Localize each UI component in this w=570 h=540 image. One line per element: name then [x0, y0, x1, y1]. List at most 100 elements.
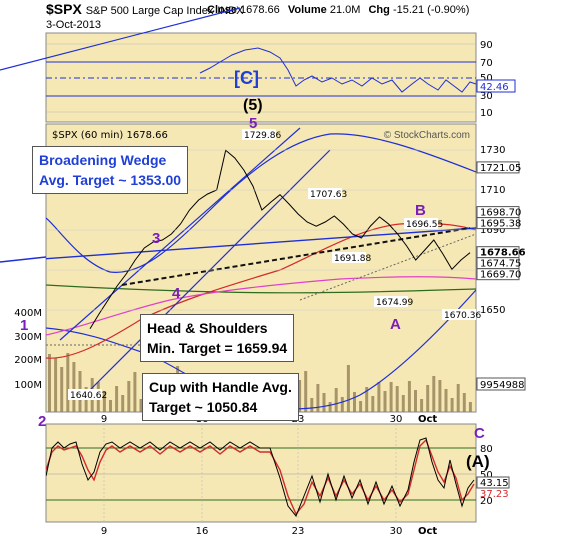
price-label-1729: 1729.86 — [244, 131, 281, 141]
cup-rim — [299, 233, 476, 301]
callout-line: Broadening Wedge — [39, 152, 167, 168]
price-line — [89, 149, 471, 330]
date-tick: 30 — [390, 526, 403, 537]
volume-label: Volume — [287, 4, 327, 16]
volume-bar — [450, 398, 454, 412]
volume-bar — [316, 384, 320, 412]
price-tag: 1695.38 — [480, 219, 521, 230]
rsi-guides — [46, 43, 476, 113]
volume-bar — [298, 380, 302, 412]
volume-axis: 400M 300M 200M 100M — [14, 308, 42, 391]
rsi-trendline — [0, 7, 241, 71]
label-bg — [332, 252, 366, 263]
broadening-wedge-bottom — [79, 149, 331, 401]
price-label-1691: 1691.88 — [334, 254, 371, 264]
label-bg — [308, 188, 342, 199]
rsi-value-tag: 42.46 — [480, 82, 509, 93]
wave-label-5: 5 — [249, 115, 257, 132]
magenta-ma — [46, 276, 476, 336]
price-tick: 1650 — [480, 305, 505, 316]
callout-line: Target ~ 1050.84 — [149, 399, 258, 415]
rsi-line — [199, 47, 476, 93]
rsi-tick: 70 — [480, 58, 493, 69]
volume-tag-box — [476, 377, 526, 391]
date-tick: 16 — [196, 526, 209, 537]
volume-bar — [383, 391, 387, 412]
volume-bar — [133, 372, 137, 412]
volume-value: 21.0M — [329, 4, 361, 16]
volume-bar — [426, 385, 430, 412]
volume-bar — [420, 399, 424, 412]
stoch-d-line — [46, 438, 475, 516]
label-bg — [374, 296, 408, 307]
volume-bar — [444, 389, 448, 412]
chg-label: Chg — [368, 4, 390, 16]
volume-bar — [438, 380, 442, 412]
volume-bar — [334, 388, 338, 412]
close-value: 1678.66 — [240, 4, 280, 16]
watermark: © StockCharts.com — [384, 130, 470, 141]
volume-bar — [66, 353, 70, 412]
volume-bar — [54, 358, 58, 412]
volume-bar — [109, 400, 112, 412]
price-label-1670: 1670.36 — [444, 311, 481, 321]
rsi-axis: 90 70 50 30 10 42.46 — [476, 40, 516, 119]
volume-bar — [353, 392, 356, 412]
volume-tag: 9954988 — [480, 380, 525, 391]
volume-tick: 400M — [14, 308, 42, 319]
date-tick-oct: Oct — [418, 526, 437, 537]
volume-bar — [115, 386, 119, 412]
volume-bar — [389, 382, 393, 412]
stoch-panel — [45, 423, 477, 523]
price-tick: 1730 — [480, 145, 505, 156]
quote-line: Close 1678.66 Volume 21.0M Chg -15.21 (-… — [207, 4, 469, 16]
price-tag-box — [476, 268, 520, 281]
rsi-tick: 30 — [480, 91, 493, 102]
price-legend: $SPX (60 min) 1678.66 — [52, 130, 168, 141]
volume-bar — [462, 393, 466, 412]
volume-bar — [395, 386, 399, 412]
close-label: Close — [207, 4, 237, 16]
volume-bar — [346, 365, 350, 412]
volume-bar — [48, 354, 51, 412]
volume-bar — [377, 382, 381, 412]
chart-date: 3-Oct-2013 — [46, 19, 102, 31]
rsi-tick: 90 — [480, 40, 493, 51]
label-bg — [68, 389, 102, 400]
neckline-ext — [0, 256, 47, 263]
upper-blue-band — [46, 133, 476, 273]
volume-bar — [60, 367, 64, 412]
wave-label-a: A — [390, 316, 401, 333]
price-tag: 1678.66 — [480, 248, 526, 259]
wave-label-3: 3 — [152, 230, 160, 247]
cup-handle-callout: Cup with Handle Avg. Target ~ 1050.84 — [142, 373, 299, 421]
stoch-k-tag: 43.15 — [480, 478, 509, 489]
broadening-wedge-callout: Broadening Wedge Avg. Target ~ 1353.00 — [32, 146, 189, 194]
volume-bar — [401, 395, 405, 412]
wave-label-c: C — [474, 425, 485, 442]
price-tag: 1698.70 — [480, 208, 521, 219]
date-tick: 23 — [292, 526, 305, 537]
date-tick: 9 — [101, 526, 107, 537]
volume-bar — [310, 398, 314, 412]
stoch-tick: 50 — [480, 470, 493, 481]
green-ma — [46, 284, 476, 294]
symbol: $SPX — [46, 1, 82, 17]
price-label-1640: 1640.62 — [70, 391, 107, 401]
price-tag: 1669.70 — [480, 270, 521, 281]
volume-tick: 200M — [14, 355, 42, 366]
date-tick: 30 — [390, 414, 403, 425]
stoch-date-axis: 9 16 23 30 Oct — [101, 526, 438, 537]
date-tick: 9 — [101, 414, 107, 425]
volume-bar — [121, 395, 125, 412]
volume-bar — [139, 399, 143, 412]
volume-bar — [456, 384, 460, 412]
volume-bar — [407, 381, 411, 412]
volume-bar — [102, 391, 106, 412]
volume-bar — [72, 362, 76, 412]
wave-label-2: 2 — [38, 413, 46, 430]
label-bg — [404, 218, 438, 229]
rsi-value-box — [476, 79, 516, 93]
